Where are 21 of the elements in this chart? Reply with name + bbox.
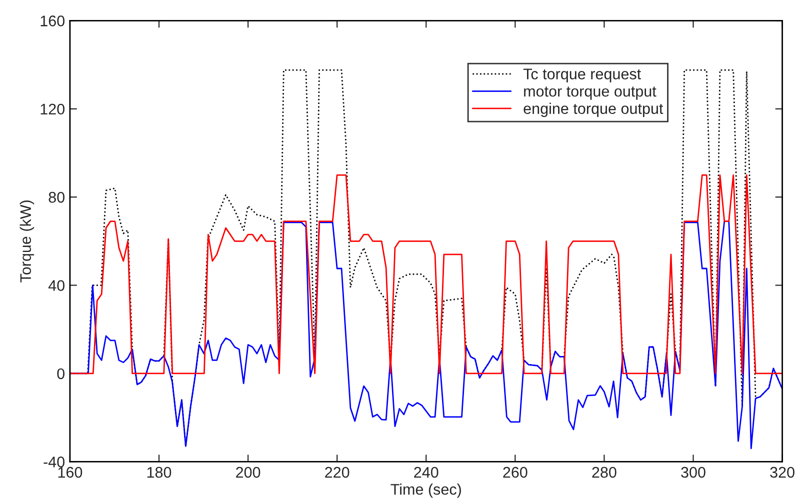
- x-tick-label: 320: [770, 466, 794, 478]
- x-tick-label: 180: [147, 466, 172, 478]
- x-tick-label: 160: [58, 466, 82, 478]
- y-axis-title: Torque (kW): [20, 200, 34, 282]
- x-tick-label: 200: [236, 466, 260, 478]
- line-series: [70, 174, 782, 374]
- legend-label: Tc torque request: [523, 68, 641, 82]
- legend-label: motor torque output: [524, 86, 656, 100]
- y-tick-label: 40: [48, 280, 65, 291]
- x-tick-label: 220: [325, 466, 350, 478]
- y-tick-label: 160: [40, 16, 65, 26]
- x-tick-label: 280: [592, 466, 616, 478]
- y-tick-label: -40: [44, 456, 65, 468]
- y-tick-label: 0: [57, 368, 64, 380]
- x-axis-title: Time (sec): [390, 484, 461, 498]
- x-tick-label: 260: [503, 466, 528, 478]
- legend-label: engine torque output: [524, 102, 664, 118]
- y-tick-label: 120: [40, 104, 65, 115]
- y-tick-label: 80: [48, 192, 65, 203]
- x-tick-label: 240: [414, 466, 438, 478]
- x-tick-label: 300: [681, 466, 706, 478]
